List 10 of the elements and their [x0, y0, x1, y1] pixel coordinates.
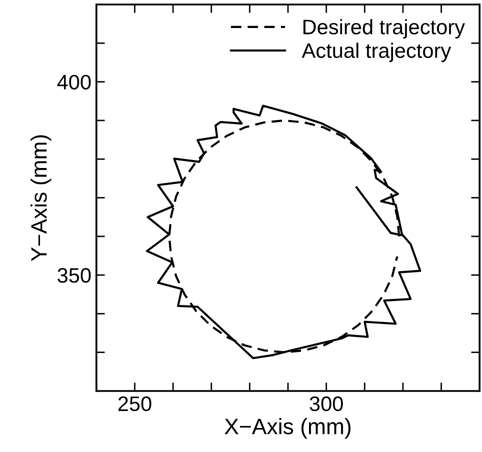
legend-label: Actual trajectory: [302, 42, 452, 62]
line-series: [168, 119, 400, 354]
y-axis-title: Y−Axis (mm): [30, 135, 52, 262]
line-series: [146, 104, 422, 360]
x-axis-title: X−Axis (mm): [224, 418, 351, 439]
legend-label: Desired trajectory: [303, 19, 465, 39]
y-tick-label: 350: [58, 268, 91, 283]
x-tick-label: 250: [118, 396, 152, 412]
x-tick-label: 300: [310, 396, 343, 412]
y-tick-label: 400: [57, 74, 91, 90]
